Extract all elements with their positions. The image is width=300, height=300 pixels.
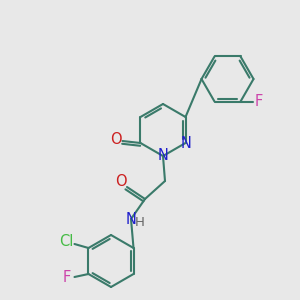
- Text: H: H: [135, 215, 145, 229]
- Text: N: N: [126, 212, 136, 226]
- Text: F: F: [254, 94, 262, 109]
- Text: O: O: [110, 133, 121, 148]
- Text: F: F: [62, 271, 70, 286]
- Text: N: N: [158, 148, 168, 164]
- Text: N: N: [181, 136, 192, 151]
- Text: Cl: Cl: [59, 235, 74, 250]
- Text: O: O: [115, 175, 127, 190]
